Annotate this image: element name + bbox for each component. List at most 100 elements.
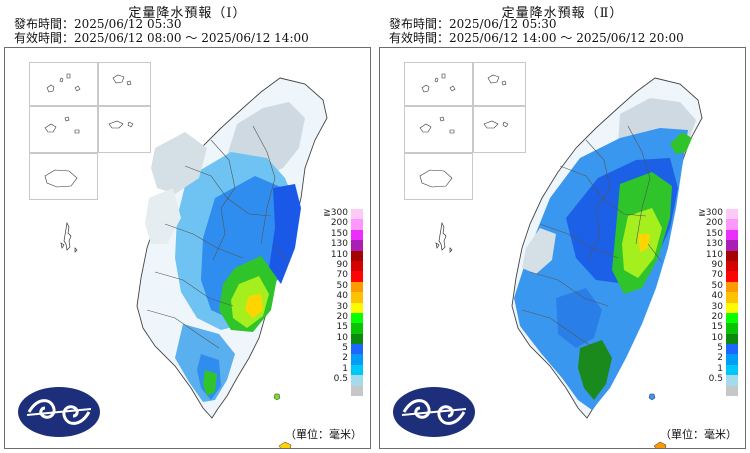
- valid-time: 有效時間：2025/06/12 14:00 ～ 2025/06/12 20:00: [389, 31, 684, 45]
- legend-swatch: [351, 375, 363, 386]
- legend-label: ≧300: [323, 208, 348, 218]
- legend-swatch: [351, 312, 363, 324]
- legend-swatch: [726, 375, 738, 386]
- issued-time: 發布時間：2025/06/12 05:30: [14, 17, 182, 31]
- legend-swatch: [351, 219, 363, 230]
- legend-label: 10: [336, 332, 348, 343]
- legend-swatch: [726, 292, 738, 303]
- inset-box-islands-2: [473, 106, 526, 153]
- legend-swatch: [351, 240, 363, 251]
- legend-label: 130: [705, 239, 723, 250]
- forecast-panel-1: 定量降水預報（Ⅰ） 發布時間：2025/06/12 05:30 有效時間：202…: [4, 6, 371, 449]
- inset-box-penghu: [404, 62, 473, 106]
- legend-label: 20: [336, 311, 348, 322]
- legend-swatch: [726, 385, 738, 397]
- legend-swatch: [351, 292, 363, 303]
- legend-label: ≧300: [698, 208, 723, 218]
- forecast-panel-2: 定量降水預報（Ⅱ） 發布時間：2025/06/12 05:30 有效時間：202…: [375, 0, 750, 453]
- legend-swatch: [726, 271, 738, 282]
- legend-label: 5: [717, 343, 723, 354]
- legend-label: 2: [342, 353, 348, 364]
- inset-box-islands-2: [98, 106, 151, 153]
- legend-swatch: [351, 302, 363, 313]
- legend-swatch: [726, 312, 738, 324]
- legend-label: 40: [336, 291, 348, 302]
- legend-label: 20: [711, 311, 723, 322]
- cwa-logo-icon: [393, 387, 475, 437]
- legend: ≧300 200 150 130 110 90 70 50 40 30 20 1…: [698, 208, 741, 397]
- lanyu-island-icon: [648, 393, 656, 401]
- legend-label: 15: [711, 322, 723, 333]
- inset-box-islands: [404, 106, 473, 153]
- legend-label: 130: [330, 239, 348, 250]
- issued-time: 發布時間：2025/06/12 05:30: [389, 17, 557, 31]
- legend-label: 150: [330, 228, 348, 239]
- map-frame: ≧300 200 150 130 110 90 70 50 40 30 20 1…: [4, 47, 371, 449]
- legend-swatch: [726, 364, 738, 376]
- panel-title: 定量降水預報（Ⅱ）: [501, 6, 624, 21]
- legend-swatch: [726, 281, 738, 293]
- legend-swatch: [351, 364, 363, 376]
- legend-label: 0.5: [333, 374, 348, 385]
- legend-swatch: [726, 344, 738, 355]
- legend-swatch: [351, 333, 363, 345]
- inset-box-islands: [29, 106, 98, 153]
- legend-label: 200: [705, 218, 723, 229]
- legend-swatch: [351, 260, 363, 272]
- legend-label: 0.5: [708, 374, 723, 385]
- legend-label: 110: [330, 249, 348, 260]
- panel-title: 定量降水預報（Ⅰ）: [128, 6, 247, 21]
- inset-islands-icon: [44, 73, 134, 253]
- cwa-logo-icon: [18, 387, 100, 437]
- legend-swatch: [351, 344, 363, 355]
- legend-swatch: [726, 302, 738, 313]
- legend-swatch: [726, 323, 738, 334]
- legend-label: 30: [711, 301, 723, 312]
- legend-label: 70: [336, 270, 348, 281]
- legend-swatch: [726, 209, 738, 220]
- legend-swatch: [351, 385, 363, 397]
- legend-swatch: [351, 271, 363, 282]
- valid-time: 有效時間：2025/06/12 08:00 ～ 2025/06/12 14:00: [14, 31, 309, 45]
- inset-islands-icon: [419, 73, 509, 253]
- legend-swatch: [726, 219, 738, 230]
- legend-swatch: [726, 260, 738, 272]
- map-frame: ≧300 200 150 130 110 90 70 50 40 30 20 1…: [379, 47, 746, 449]
- legend-label: 40: [711, 291, 723, 302]
- unit-label: （單位：毫米）: [660, 428, 737, 441]
- taiwan-rain-map: [44, 73, 328, 448]
- legend-label: 50: [336, 280, 348, 291]
- inset-box-kinmen: [473, 62, 526, 106]
- legend-swatch: [726, 250, 738, 261]
- legend-swatch: [351, 250, 363, 261]
- legend-swatch: [351, 323, 363, 334]
- lanyu-island-icon: [273, 393, 281, 401]
- legend-swatch: [726, 229, 738, 241]
- legend-label: 70: [711, 270, 723, 281]
- legend-label: 30: [336, 301, 348, 312]
- inset-box-matsu: [404, 153, 473, 200]
- taiwan-rain-map: [419, 73, 703, 448]
- ludao-island-icon: [653, 441, 667, 448]
- legend-label: 90: [336, 259, 348, 270]
- legend-label: 10: [711, 332, 723, 343]
- legend-label: 50: [711, 280, 723, 291]
- legend-label: 1: [717, 363, 723, 374]
- legend-label: 15: [336, 322, 348, 333]
- inset-box-penghu: [29, 62, 98, 106]
- legend-label: 1: [342, 363, 348, 374]
- legend-label: 200: [330, 218, 348, 229]
- legend-swatch: [351, 229, 363, 241]
- unit-label: （單位：毫米）: [285, 428, 362, 441]
- legend-label: 90: [711, 259, 723, 270]
- legend-label: 2: [717, 353, 723, 364]
- legend-swatch: [726, 354, 738, 365]
- inset-box-kinmen: [98, 62, 151, 106]
- legend-swatch: [726, 333, 738, 345]
- legend-swatch: [726, 240, 738, 251]
- legend-label: 5: [342, 343, 348, 354]
- inset-box-matsu: [29, 153, 98, 200]
- legend-swatch: [351, 209, 363, 220]
- legend-label: 150: [705, 228, 723, 239]
- ludao-island-icon: [278, 441, 292, 448]
